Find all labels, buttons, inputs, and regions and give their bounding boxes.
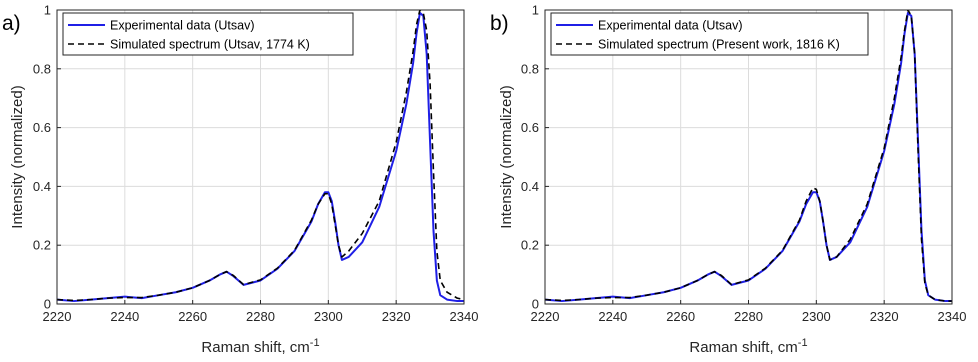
x-tick-label: 2340: [450, 309, 479, 324]
axes-box: [544, 9, 953, 305]
x-tick-label: 2240: [110, 309, 139, 324]
y-tick-label: 0: [532, 297, 539, 312]
x-tick-label: 2320: [382, 309, 411, 324]
legend-label: Simulated spectrum (Present work, 1816 K…: [598, 38, 840, 52]
x-axis-label: Raman shift, cm-1: [201, 337, 319, 356]
x-tick-label: 2220: [531, 309, 560, 324]
x-tick-label: 2260: [666, 309, 695, 324]
y-tick-label: 0.4: [33, 179, 51, 194]
legend-box: [62, 12, 354, 56]
panel-label: a): [2, 12, 21, 35]
x-tick-label: 2220: [43, 309, 72, 324]
y-tick-label: 0.4: [521, 179, 539, 194]
y-tick-label: 1: [532, 3, 539, 18]
x-tick-label: 2320: [870, 309, 899, 324]
y-tick-label: 0.6: [33, 120, 51, 135]
legend-label: Experimental data (Utsav): [110, 19, 255, 33]
y-tick-label: 0.2: [521, 238, 539, 253]
y-tick-label: 0.6: [521, 120, 539, 135]
y-tick-label: 0.8: [33, 61, 51, 76]
axes-box: [56, 9, 465, 305]
experimental-series-line: [57, 11, 464, 303]
panel-a: 2220 2240 2260 2280 2300 2320 2340 0 0.2 0.4 0.6 0.…: [2, 3, 478, 357]
y-tick-label: 0.8: [521, 61, 539, 76]
x-tick-label: 2280: [734, 309, 763, 324]
y-tick-label: 0.2: [33, 238, 51, 253]
simulated-series-line: [545, 10, 952, 302]
x-axis-label-text: Raman shift, cm: [201, 339, 309, 356]
y-axis-label: Intensity (normalized): [9, 85, 26, 228]
x-axis-label-superscript: -1: [310, 337, 320, 349]
legend-box: [550, 12, 869, 56]
panel-b: 2220 2240 2260 2280 2300 2320 2340 0 0.2 0.4 0.6 0.…: [490, 3, 966, 357]
x-tick-label: 2300: [802, 309, 831, 324]
x-axis-label-superscript: -1: [798, 337, 808, 349]
legend: Experimental data (Utsav) Simulated spect…: [550, 12, 869, 56]
panel-label: b): [490, 12, 509, 35]
x-tick-label: 2260: [178, 309, 207, 324]
x-tick-label: 2280: [246, 309, 275, 324]
simulated-series-line: [57, 10, 464, 302]
legend-label: Experimental data (Utsav): [598, 19, 743, 33]
legend: Experimental data (Utsav) Simulated spect…: [62, 12, 354, 56]
y-axis-label: Intensity (normalized): [498, 85, 515, 228]
x-axis-label: Raman shift, cm-1: [689, 337, 807, 356]
x-axis-label-text: Raman shift, cm: [689, 339, 797, 356]
y-tick-label: 0: [44, 297, 51, 312]
legend-label: Simulated spectrum (Utsav, 1774 K): [110, 38, 310, 52]
y-tick-label: 1: [44, 3, 51, 18]
x-tick-label: 2340: [938, 309, 967, 324]
x-tick-label: 2240: [598, 309, 627, 324]
x-tick-label: 2300: [314, 309, 343, 324]
